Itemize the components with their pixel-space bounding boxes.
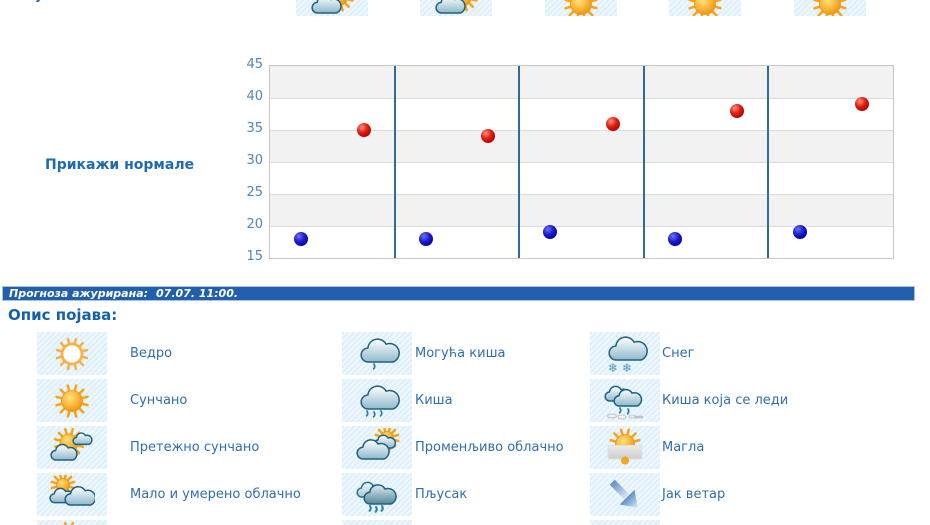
gridline	[270, 98, 893, 99]
sun-cloud-icon	[63, 521, 75, 525]
min-temp-point	[543, 225, 558, 240]
forecast-phenomenon-cell	[669, 0, 741, 16]
show-normals-link[interactable]: Прикажи нормале	[45, 157, 195, 173]
cloud-sun-top-icon	[435, 0, 478, 14]
legend-icon-cell	[37, 520, 107, 525]
day-divider	[393, 66, 396, 258]
fog-icon	[607, 427, 643, 464]
legend-item-label: Претежно сунчано	[130, 440, 260, 455]
legend-item-label: Киша која се леди	[662, 393, 789, 408]
legend-heading: Опис појава:	[8, 306, 118, 324]
legend-icon-cell	[37, 332, 107, 375]
chart-band	[270, 162, 893, 194]
cloud-shower-icon	[356, 481, 397, 513]
sun-icon	[813, 0, 847, 16]
cloud-rain-icon	[360, 384, 400, 418]
legend-icon-cell	[342, 473, 412, 516]
y-axis-tick-label: 15	[246, 249, 263, 264]
chart-band	[270, 98, 893, 130]
strong-wind-arrow-icon	[609, 479, 638, 508]
sun-icon	[564, 0, 598, 16]
y-axis-tick-label: 20	[246, 217, 263, 232]
max-temp-point	[730, 103, 745, 118]
legend-icon-cell: ❄ ❄	[590, 332, 660, 375]
sun-outline-icon	[55, 337, 89, 370]
y-axis-tick-label: 30	[246, 153, 263, 168]
legend-item-label: Сунчано	[130, 393, 188, 408]
svg-text:❄: ❄	[608, 361, 618, 374]
svg-text:❄: ❄	[622, 361, 632, 374]
legend-icon-cell	[342, 520, 412, 525]
day-divider	[767, 66, 770, 258]
cloud-snow-icon: ❄ ❄	[608, 335, 648, 374]
clouds-sun-2-icon	[356, 427, 400, 460]
max-temp-point	[854, 97, 869, 112]
legend-icon-cell	[342, 332, 412, 375]
gridline	[270, 130, 893, 131]
chart-band	[270, 194, 893, 226]
y-axis-tick-label: 45	[246, 57, 263, 72]
legend-icon-cell	[342, 426, 412, 469]
forecast-phenomenon-cell	[545, 0, 617, 16]
legend-icon-cell	[37, 473, 107, 516]
cloud-drop-icon	[354, 522, 400, 525]
sun-cloud-icon	[50, 427, 93, 461]
legend-item-label: Магла	[662, 440, 705, 455]
temperature-chart	[269, 65, 894, 259]
chart-band	[270, 66, 893, 98]
gridline	[270, 226, 893, 227]
min-temp-point	[792, 225, 807, 240]
forecast-phenomenon-cell	[296, 0, 368, 16]
legend-icon-cell	[590, 520, 660, 525]
legend-item-label: Променљиво облачно	[415, 440, 564, 455]
forecast-updated-value: 07.07. 11:00.	[156, 287, 239, 300]
sun-icon	[688, 0, 722, 16]
chart-band	[270, 226, 893, 258]
cloud-drop-icon	[360, 337, 400, 370]
phenomena-row-label: Појава:	[17, 0, 72, 3]
legend-item-label: Пљусак	[415, 487, 468, 502]
forecast-phenomenon-cell	[420, 0, 492, 16]
forecast-phenomenon-cell	[794, 0, 866, 16]
forecast-updated-bar: Прогноза ажурирана: 07.07. 11:00.	[2, 286, 915, 301]
day-divider	[642, 66, 645, 258]
legend-item-label: Мало и умерено облачно	[130, 487, 301, 502]
legend-item-label: Киша	[415, 393, 453, 408]
max-temp-point	[356, 123, 371, 137]
legend-icon-cell	[37, 426, 107, 469]
cloud-sun-top-icon	[311, 0, 354, 14]
sun-icon	[55, 383, 89, 418]
chart-band	[270, 130, 893, 162]
max-temp-point	[605, 116, 620, 131]
gridline	[270, 194, 893, 195]
legend-icon-cell	[37, 379, 107, 422]
y-axis-tick-label: 35	[246, 121, 263, 136]
legend-item-label: Снег	[662, 346, 695, 361]
freezing-rain-icon	[604, 385, 643, 419]
legend-icon-cell	[590, 379, 660, 422]
legend-item-label: Ведро	[130, 346, 173, 361]
day-divider	[518, 66, 521, 258]
y-axis-tick-label: 25	[246, 185, 263, 200]
min-temp-point	[667, 231, 682, 246]
max-temp-point	[481, 129, 496, 144]
legend-item-label: Јак ветар	[662, 487, 726, 502]
forecast-updated-label: Прогноза ажурирана:	[9, 287, 149, 300]
min-temp-point	[418, 231, 433, 246]
y-axis-tick-label: 40	[246, 89, 263, 104]
clouds-sun-icon	[49, 474, 95, 506]
legend-icon-cell	[342, 379, 412, 422]
gridline	[270, 162, 893, 163]
sun-icon	[620, 524, 630, 525]
legend-icon-cell	[590, 473, 660, 516]
min-temp-point	[294, 231, 309, 246]
legend-item-label: Могућа киша	[415, 346, 506, 361]
legend-icon-cell	[590, 426, 660, 469]
